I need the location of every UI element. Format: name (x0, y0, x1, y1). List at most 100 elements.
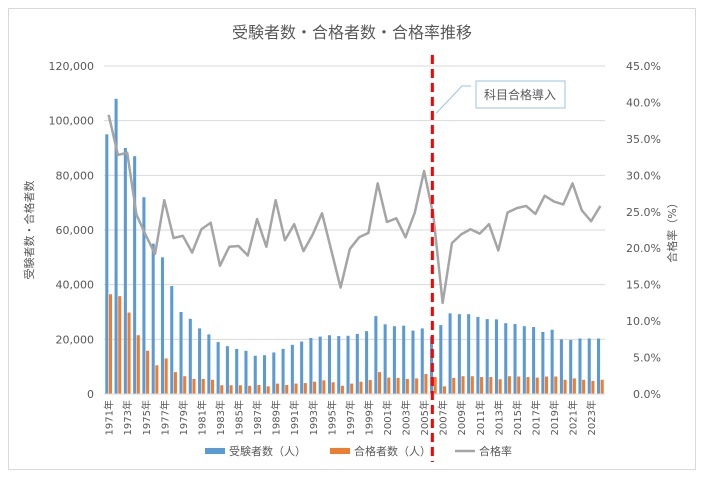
bar-examinees (532, 327, 536, 394)
bar-examinees (559, 339, 563, 394)
bar-passers (201, 378, 205, 394)
bar-passers (238, 385, 242, 394)
x-tick-label: 2005年 (418, 400, 431, 435)
bar-examinees (309, 337, 313, 394)
legend-label: 合格率 (479, 444, 512, 458)
bar-examinees (439, 325, 443, 394)
bar-examinees (365, 331, 369, 394)
y-right-tick-label: 40.0% (626, 96, 661, 109)
x-tick-label: 2011年 (474, 400, 487, 435)
bar-examinees (105, 134, 109, 395)
bar-passers (424, 374, 428, 394)
bar-examinees (170, 286, 174, 394)
line-pass-rate (107, 114, 602, 305)
bar-passers (572, 378, 576, 394)
bar-passers (554, 376, 558, 394)
bar-examinees (346, 335, 350, 394)
bar-passers (229, 385, 233, 394)
x-tick-label: 1989年 (270, 400, 283, 435)
bar-passers (146, 350, 150, 394)
y-right-tick-label: 45.0% (626, 60, 661, 73)
bar-passers (118, 296, 122, 394)
bar-passers (470, 376, 474, 394)
x-tick-label: 1983年 (214, 400, 227, 435)
x-tick-label: 2007年 (437, 400, 450, 435)
x-tick-label: 1977年 (158, 400, 171, 435)
bar-examinees (281, 348, 285, 394)
bar-examinees (467, 314, 471, 394)
bar-passers (544, 376, 549, 394)
bar-examinees (123, 148, 127, 394)
bar-passers (108, 294, 113, 394)
bar-passers (368, 380, 372, 394)
bar-passers (350, 383, 354, 394)
y-right-tick-label: 5.0% (633, 352, 661, 365)
bar-passers (526, 377, 530, 394)
bar-passers (173, 372, 177, 394)
bar-examinees (402, 325, 406, 394)
x-tick-label: 1973年 (121, 400, 134, 435)
x-tick-label: 2019年 (548, 400, 561, 435)
bar-passers (442, 386, 447, 394)
x-tick-label: 1987年 (251, 400, 264, 435)
bar-passers (359, 381, 363, 394)
bar-passers (155, 365, 159, 394)
y-right-tick-label: 25.0% (626, 206, 661, 219)
bar-passers (192, 378, 196, 394)
x-tick-label: 1979年 (177, 400, 190, 435)
bar-examinees (142, 197, 146, 394)
bar-passers (498, 379, 502, 394)
x-tick-label: 1991年 (288, 400, 301, 435)
bar-examinees (476, 316, 480, 394)
x-tick-label: 2017年 (529, 400, 542, 435)
bar-passers (285, 384, 289, 394)
bar-examinees (596, 338, 601, 394)
y-right-tick-label: 30.0% (626, 169, 661, 182)
bar-passers (489, 377, 493, 394)
bar-passers (480, 377, 484, 394)
bar-examinees (179, 312, 183, 394)
bar-passers (433, 377, 437, 394)
bar-passers (582, 379, 586, 394)
bar-examinees (262, 355, 267, 394)
bar-passers (266, 386, 270, 394)
bar-examinees (522, 326, 526, 394)
x-tick-label: 1993年 (307, 400, 320, 435)
bar-examinees (485, 319, 489, 394)
bar-passers (405, 378, 409, 394)
x-tick-label: 1975年 (140, 400, 153, 435)
bar-passers (396, 377, 400, 394)
y-left-tick-label: 20,000 (56, 333, 95, 346)
y-left-tick-label: 100,000 (49, 115, 95, 128)
bar-examinees (383, 324, 387, 394)
bar-examinees (541, 331, 545, 394)
bar-passers (535, 377, 539, 394)
bar-passers (164, 358, 168, 394)
bar-passers (127, 312, 131, 394)
x-tick-label: 2001年 (381, 400, 394, 435)
bar-passers (415, 378, 419, 394)
x-tick-label: 1999年 (362, 400, 375, 435)
bar-passers (563, 379, 567, 394)
legend-swatch (330, 448, 350, 454)
y-right-tick-label: 20.0% (626, 242, 661, 255)
y-right-tick-label: 15.0% (626, 279, 661, 292)
y-right-tick-label: 10.0% (626, 315, 661, 328)
x-tick-label: 1995年 (325, 400, 338, 435)
bar-examinees (327, 335, 332, 394)
x-tick-label: 2023年 (585, 400, 598, 435)
x-tick-label: 1981年 (195, 400, 208, 435)
bar-passers (183, 376, 187, 394)
bar-examinees (133, 156, 137, 394)
bar-examinees (504, 323, 508, 394)
bar-passers (591, 380, 595, 394)
y-left-tick-label: 40,000 (56, 279, 95, 292)
bar-examinees (411, 330, 415, 394)
legend-label: 受験者数（人） (229, 444, 306, 458)
bar-passers (600, 379, 604, 394)
callout-text: 科目合格導入 (484, 87, 556, 102)
bar-passers (313, 381, 317, 394)
bar-examinees (374, 316, 378, 394)
bar-examinees (244, 350, 248, 394)
